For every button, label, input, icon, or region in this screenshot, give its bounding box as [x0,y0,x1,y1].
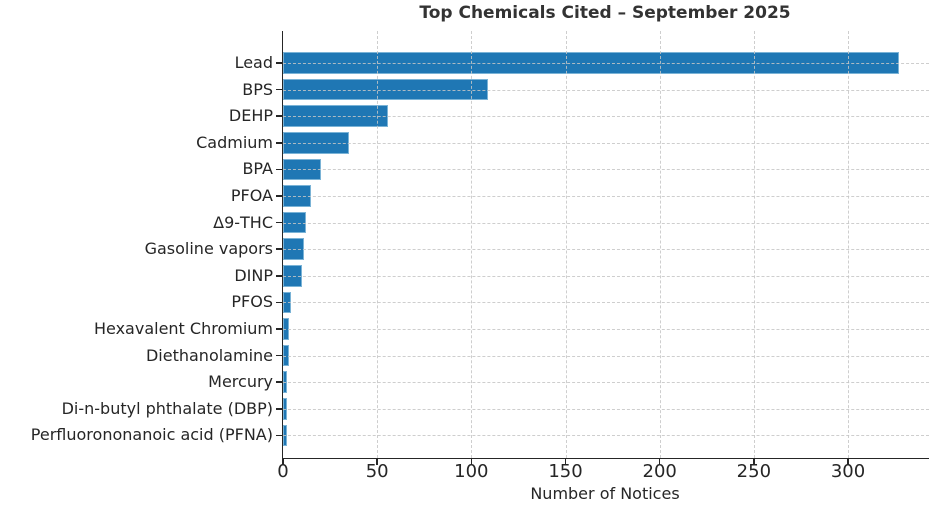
y-tick-mark [276,195,282,197]
y-gridline [283,302,929,304]
y-tick-mark [276,381,282,383]
y-category-label: Di-n-butyl phthalate (DBP) [61,398,273,418]
x-gridline [659,31,661,458]
y-category-label: Δ9-THC [213,212,273,232]
y-tick-mark [276,88,282,91]
y-tick-mark [276,62,282,64]
y-gridline [283,89,929,91]
y-category-label: DEHP [228,106,273,126]
y-gridline [283,408,929,410]
y-gridline [283,63,929,64]
y-tick-mark [276,248,282,250]
x-tick-label: 250 [736,461,772,482]
y-category-label: Diethanolamine [145,345,273,365]
x-gridline [471,31,473,458]
x-tick-label: 150 [548,461,583,482]
x-tick-label: 50 [365,461,389,482]
x-tick-mark [658,459,661,465]
y-category-label: PFOA [230,186,273,205]
y-category-label: BPS [242,79,273,99]
y-tick-mark [276,434,282,437]
y-tick-mark [276,168,282,171]
y-gridline [283,116,929,118]
y-category-label: Hexavalent Chromium [93,319,273,338]
y-gridline [283,355,929,357]
y-gridline [283,249,929,251]
y-category-label: Cadmium [196,132,273,152]
y-gridline [283,196,929,197]
x-tick-mark [753,459,755,465]
chart-title: Top Chemicals Cited – September 2025 [419,3,791,23]
x-tick-mark [282,459,284,465]
y-gridline [283,222,929,224]
x-axis-label: Number of Notices [530,484,680,503]
y-category-label: PFOS [231,292,273,312]
plot-area: 0 50 100 150 200 250 300 Lead BPS DEHP Cadmium BPA P… [31,31,929,481]
x-tick-label: 300 [830,461,866,482]
y-tick-mark [276,328,282,330]
y-gridline [283,275,929,277]
x-gridline [848,31,849,458]
y-category-label: BPA [242,159,273,179]
y-tick-mark [276,275,282,277]
y-tick-mark [276,301,282,304]
y-tick-mark [276,354,282,357]
y-gridline [283,169,929,171]
y-tick-mark [276,142,282,144]
y-category-label: Mercury [208,372,273,392]
x-gridline [565,31,567,458]
y-gridline [283,142,929,144]
x-tick-mark [376,459,378,465]
x-tick-mark [847,459,849,465]
y-category-label: Gasoline vapors [144,239,273,259]
x-tick-label: 0 [277,461,289,482]
x-tick-label: 100 [454,461,489,482]
y-gridline [283,435,929,437]
x-gridline [377,31,379,458]
y-tick-mark [276,408,282,410]
y-tick-mark [276,115,282,117]
x-tick-label: 200 [642,461,677,482]
y-tick-mark [276,221,282,224]
y-gridline [283,382,929,384]
y-gridline [283,329,929,330]
y-category-label: DINP [234,265,273,285]
x-tick-mark [564,459,567,465]
y-category-label: Lead [234,53,273,72]
y-category-label: Perfluorononanoic acid (PFNA) [30,425,273,445]
x-tick-mark [470,459,473,465]
x-gridline [753,31,755,458]
